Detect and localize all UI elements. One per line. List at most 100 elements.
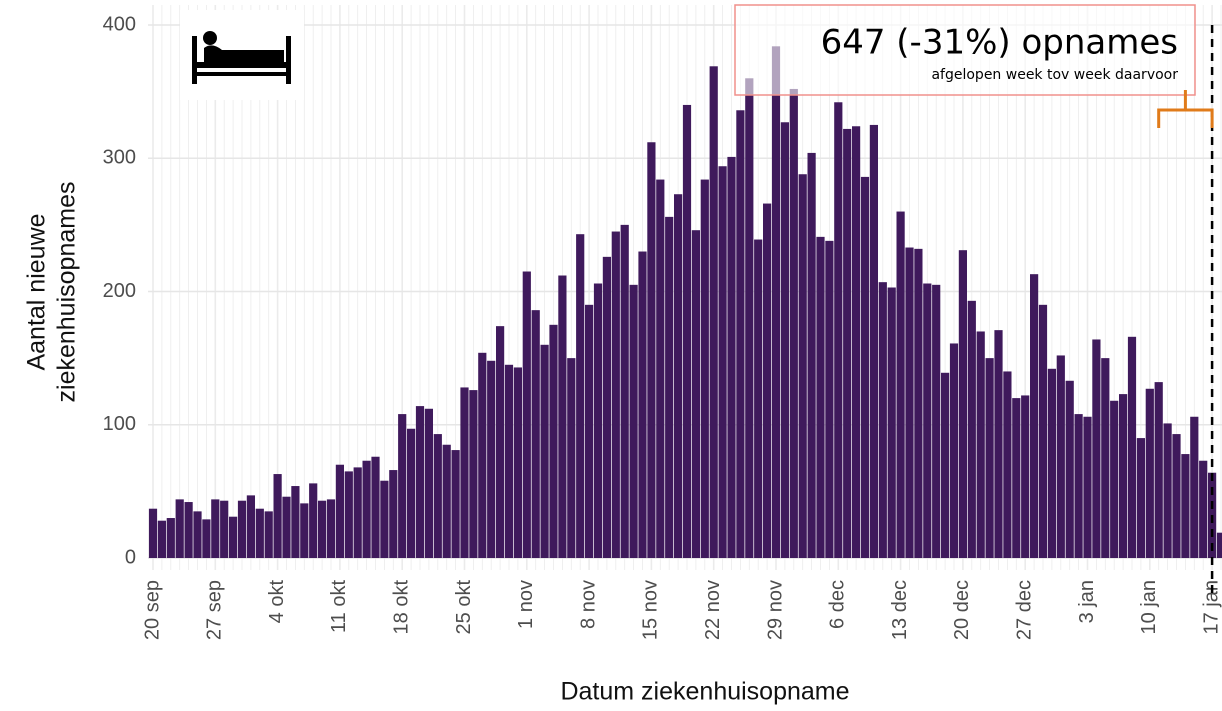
bar xyxy=(567,358,576,559)
bar xyxy=(255,508,264,559)
x-tick-label: 10 jan xyxy=(1138,580,1160,635)
bar xyxy=(1030,274,1039,559)
y-tick-label: 0 xyxy=(125,546,136,568)
bar xyxy=(326,499,336,559)
x-tick-label: 18 okt xyxy=(390,580,412,635)
bed-icon xyxy=(192,31,291,84)
bar xyxy=(1038,304,1048,559)
y-tick-label: 200 xyxy=(103,280,136,302)
bar xyxy=(353,467,362,559)
bar xyxy=(1101,358,1110,559)
bar xyxy=(763,203,772,559)
bar xyxy=(371,456,380,559)
bar xyxy=(496,326,505,559)
bar xyxy=(246,495,255,559)
bar xyxy=(398,414,407,559)
bar xyxy=(1136,438,1145,559)
overlay: 647 (-31%) opnames afgelopen week tov we… xyxy=(23,4,1222,706)
bar xyxy=(1163,423,1172,559)
bar xyxy=(789,88,798,559)
bar xyxy=(700,179,709,559)
bar xyxy=(1181,454,1190,559)
bar xyxy=(433,434,442,559)
bar xyxy=(1172,434,1181,559)
x-tick-label: 20 dec xyxy=(951,580,973,640)
x-axis-title: Datum ziekenhuisopname xyxy=(560,678,849,706)
y-tick-label: 300 xyxy=(103,147,136,169)
bar xyxy=(291,486,300,559)
bar xyxy=(1003,371,1012,559)
bar xyxy=(540,344,549,559)
bar xyxy=(593,283,603,559)
bar xyxy=(1012,398,1021,559)
bar xyxy=(896,211,905,559)
bar xyxy=(771,46,781,559)
bar xyxy=(967,300,976,559)
bar xyxy=(531,310,540,559)
bar xyxy=(638,251,647,559)
bar xyxy=(834,102,843,559)
bar xyxy=(620,224,629,559)
x-tick-label: 27 sep xyxy=(204,580,226,640)
bar xyxy=(754,239,763,559)
bar xyxy=(407,428,416,559)
x-tick-label: 3 jan xyxy=(1076,580,1098,623)
bar xyxy=(923,283,932,559)
x-tick-label: 27 dec xyxy=(1013,580,1035,640)
bar xyxy=(175,499,184,559)
bar xyxy=(300,503,309,559)
bar xyxy=(415,406,425,559)
y-axis-title: Aantal nieuwe ziekenhuisopnames xyxy=(23,182,81,403)
x-tick-label: 25 okt xyxy=(453,580,475,635)
bar xyxy=(958,250,967,559)
bar xyxy=(887,287,896,559)
bar xyxy=(424,408,433,559)
bar xyxy=(220,500,229,559)
bar xyxy=(1065,380,1074,559)
bar xyxy=(932,284,941,559)
x-tick-label: 4 okt xyxy=(266,580,288,624)
bar xyxy=(816,236,825,559)
x-tick-label: 11 okt xyxy=(328,580,350,633)
bar xyxy=(949,343,959,559)
bar xyxy=(522,271,531,559)
bar xyxy=(736,110,745,559)
bar xyxy=(976,331,985,559)
bar xyxy=(807,152,816,559)
bar xyxy=(1154,382,1163,559)
bar xyxy=(602,256,611,559)
bars xyxy=(148,46,1222,559)
bar xyxy=(362,460,371,559)
x-tick-label: 15 nov xyxy=(640,580,662,640)
bar xyxy=(852,126,861,559)
bar xyxy=(309,483,318,559)
x-tick-label: 17 jan xyxy=(1200,580,1222,635)
bar xyxy=(184,502,193,559)
x-tick-label: 6 dec xyxy=(827,580,849,629)
bar xyxy=(914,248,923,559)
x-tick-label: 29 nov xyxy=(764,580,786,640)
bar xyxy=(985,358,994,559)
bar xyxy=(941,372,950,559)
bar xyxy=(780,122,789,559)
bar xyxy=(487,360,496,559)
bar xyxy=(478,352,487,559)
bar xyxy=(1092,339,1101,559)
bar xyxy=(1056,355,1065,559)
bar xyxy=(202,519,211,559)
bar xyxy=(504,364,514,559)
bar xyxy=(166,518,175,559)
bar xyxy=(691,230,700,559)
y-axis-title-line: Aantal nieuwe xyxy=(23,213,51,370)
y-tick-label: 100 xyxy=(103,413,136,435)
bar xyxy=(878,282,887,559)
bar xyxy=(709,66,718,559)
bar xyxy=(994,330,1003,559)
bar xyxy=(211,499,220,559)
bar xyxy=(344,471,353,559)
week-bracket xyxy=(1157,90,1214,128)
bar xyxy=(389,470,398,559)
bar xyxy=(1216,532,1222,559)
bar xyxy=(513,367,522,559)
x-tick-label: 8 nov xyxy=(577,580,599,629)
